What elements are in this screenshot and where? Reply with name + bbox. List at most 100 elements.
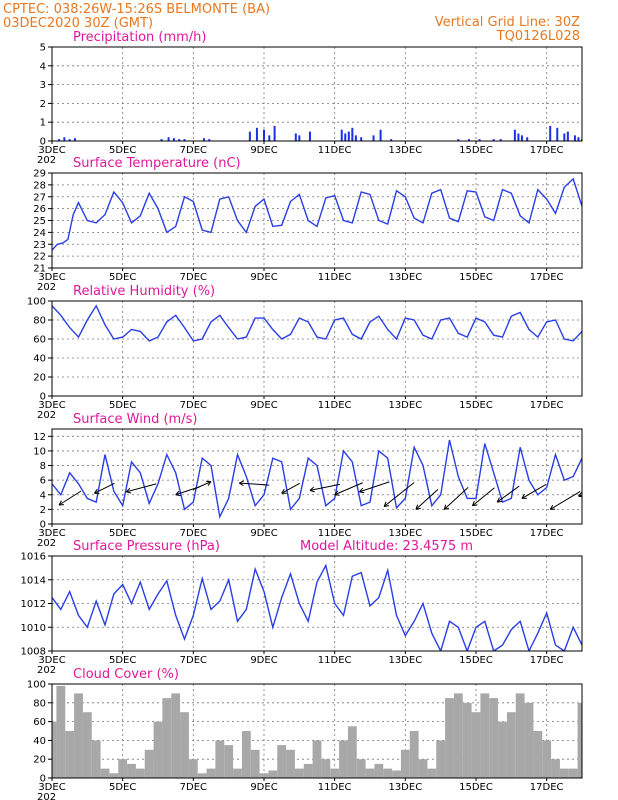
panel-frame [51, 300, 583, 397]
y-tick-label: 5 [40, 43, 46, 54]
precip-bar [526, 137, 529, 141]
precip-bar [255, 127, 258, 141]
year-stub: 202 [37, 155, 56, 166]
y-tick-label: 12 [33, 432, 46, 443]
cloud-bar [453, 693, 463, 778]
y-tick-label: 20 [33, 755, 46, 766]
precip-bar [58, 139, 61, 141]
precip-bar [160, 139, 163, 141]
x-tick-label: 13DEC [388, 528, 422, 539]
panel-cloud: 0 20 40 60 80 100 3DEC 5DEC 7DEC 9DEC 11DEC 13DEC 15… [27, 667, 583, 800]
wind-vector [309, 483, 341, 493]
series-precip [58, 125, 582, 141]
y-tick-label: 8 [40, 461, 46, 472]
wind-vector [383, 482, 415, 507]
cloud-bar [153, 721, 163, 778]
cloud-bar [303, 763, 313, 778]
y-tick-label: 4 [40, 490, 46, 501]
precip-bar [390, 139, 393, 141]
precip-bar [63, 137, 66, 141]
cloud-bar [365, 768, 375, 778]
panel-rh: 0 20 40 60 80 100 3DEC 5DEC 7DEC 9DEC 11DEC 13DEC 15… [27, 284, 583, 421]
x-tick-label: 15DEC [459, 782, 493, 793]
precip-bar [467, 139, 470, 141]
y-tick-label: 80 [33, 316, 46, 327]
cloud-bar [91, 740, 101, 778]
panel-subtitle: Model Altitude: 23.4575 m [300, 539, 473, 554]
precip-bar [556, 127, 559, 141]
precip-bar [263, 129, 265, 141]
y-tick-label: 2 [40, 99, 46, 110]
precip-bar [360, 137, 363, 141]
cloud-bar [74, 693, 83, 778]
x-tick-label: 17DEC [530, 400, 564, 411]
cloud-bar [65, 731, 75, 778]
y-tick-label: 4 [40, 61, 46, 72]
x-tick-label: 15DEC [459, 145, 493, 156]
wind-vector [496, 485, 520, 503]
cloud-bar [471, 712, 481, 778]
cloud-bar [392, 770, 401, 778]
x-tick-label: 3DEC [38, 145, 65, 156]
cloud-bar [400, 749, 410, 778]
y-tick-label: 0 [40, 774, 46, 785]
series-rh [52, 304, 582, 342]
y-tick-label: 1 [40, 118, 46, 129]
cloud-bar [374, 763, 384, 778]
panel-wind: 0 2 4 6 8 10 12 3DEC 5DEC 7DEC 9DEC 11DEC 13DEC 15DEC… [33, 412, 583, 549]
cloud-bar [277, 745, 287, 778]
x-tick-label: 13DEC [388, 272, 422, 283]
cloud-bar [418, 759, 428, 778]
wind-vector [238, 480, 270, 487]
y-tick-label: 28 [33, 180, 46, 191]
cloud-bar [206, 768, 216, 778]
x-tick-label: 11DEC [318, 655, 352, 666]
cloud-bar [321, 759, 331, 778]
x-tick-label: 5DEC [109, 272, 136, 283]
precip-bar [308, 131, 311, 141]
x-tick-label: 7DEC [180, 400, 207, 411]
precip-bar [372, 135, 375, 141]
temp-line [52, 177, 582, 251]
precip-bar [208, 139, 211, 141]
x-tick-label: 15DEC [459, 400, 493, 411]
precip-bar [499, 139, 502, 141]
y-tick-label: 22 [33, 252, 46, 263]
series-wind [52, 439, 582, 519]
y-tick-label: 1008 [21, 647, 46, 658]
precip-bar [248, 131, 251, 141]
cloud-bar [135, 768, 145, 778]
cloud-bar [347, 726, 357, 778]
y-tick-label: 3 [40, 80, 46, 91]
cloud-bar [436, 740, 446, 778]
precip-bar [478, 139, 481, 141]
precip-bar [566, 131, 569, 141]
wind-vector [578, 492, 582, 498]
x-tick-label: 17DEC [530, 782, 564, 793]
x-tick-label: 17DEC [530, 528, 564, 539]
x-tick-label: 9DEC [250, 272, 277, 283]
x-tick-label: 3DEC [38, 528, 65, 539]
x-tick-label: 11DEC [318, 528, 352, 539]
y-tick-label: 29 [33, 169, 46, 180]
panel-frame [51, 172, 583, 269]
y-tick-label: 27 [33, 192, 46, 203]
wind-line [52, 439, 582, 519]
x-tick-label: 9DEC [250, 655, 277, 666]
year-stub: 202 [37, 538, 56, 549]
precip-bar [340, 129, 343, 141]
cloud-bar [109, 773, 119, 778]
y-tick-label: 0 [40, 392, 46, 403]
precip-bar [167, 137, 170, 141]
precip-bar [513, 129, 516, 141]
series-cloud [52, 685, 582, 778]
precip-bar [178, 139, 181, 141]
header-model: TQ0126L028 [496, 29, 580, 44]
y-tick-label: 60 [33, 335, 46, 346]
cloud-bar [118, 759, 128, 778]
cloud-bar [409, 731, 419, 778]
cloud-bar [480, 693, 490, 778]
y-tick-label: 40 [33, 736, 46, 747]
